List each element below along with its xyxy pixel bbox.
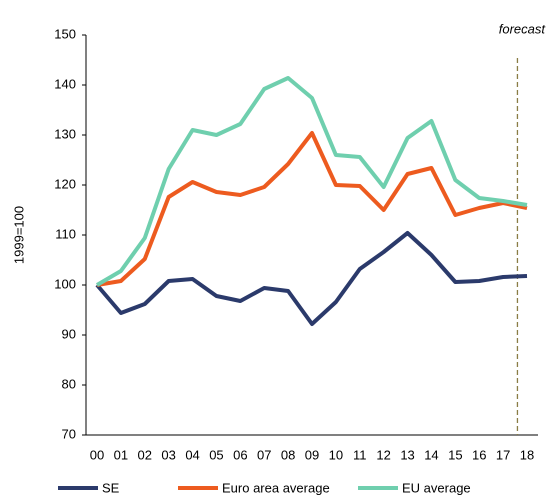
y-tick-label: 80	[62, 376, 76, 391]
y-axis-label: 1999=100	[11, 206, 26, 264]
x-tick-label: 13	[400, 447, 414, 462]
annotation: forecast	[499, 21, 547, 36]
x-tick-label: 08	[281, 447, 295, 462]
x-tick-label: 04	[185, 447, 199, 462]
legend-label: EU average	[402, 480, 471, 495]
x-tick-label: 05	[209, 447, 223, 462]
x-tick-label: 16	[472, 447, 486, 462]
legend-label: SE	[102, 480, 120, 495]
x-tick-label: 10	[329, 447, 343, 462]
y-tick-label: 130	[54, 126, 76, 141]
y-tick-label: 90	[62, 326, 76, 341]
x-tick-label: 17	[496, 447, 510, 462]
x-tick-label: 07	[257, 447, 271, 462]
series-line	[96, 131, 528, 287]
y-tick-label: 100	[54, 276, 76, 291]
x-tick-label: 09	[305, 447, 319, 462]
x-tick-label: 01	[114, 447, 128, 462]
y-tick-label: 140	[54, 76, 76, 91]
x-tick-label: 00	[90, 447, 104, 462]
y-tick-label: 70	[62, 426, 76, 441]
x-tick-label: 06	[233, 447, 247, 462]
series-line	[95, 76, 528, 287]
y-tick-label: 120	[54, 176, 76, 191]
x-tick-label: 15	[448, 447, 462, 462]
y-tick-label: 110	[55, 226, 76, 241]
x-tick-label: 02	[138, 447, 152, 462]
legend-label: Euro area average	[222, 480, 330, 495]
x-tick-label: 03	[161, 447, 175, 462]
x-tick-label: 12	[376, 447, 390, 462]
x-tick-label: 18	[520, 447, 534, 462]
y-tick-label: 150	[54, 26, 76, 41]
series-line	[95, 231, 528, 326]
x-tick-label: 14	[424, 447, 438, 462]
x-tick-label: 11	[353, 447, 367, 462]
